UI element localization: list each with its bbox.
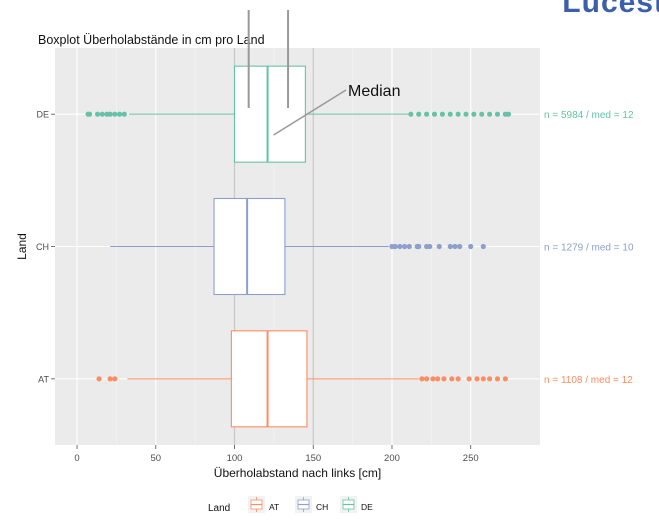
outlier-point-AT (466, 376, 472, 382)
outlier-point-DE (94, 111, 101, 117)
annotation-DE: n = 5984 / med = 12 (544, 110, 634, 121)
box-AT (230, 330, 308, 428)
box-CH (213, 197, 286, 296)
outlier-point-AT (455, 376, 461, 382)
legend-label-DE: DE (361, 502, 373, 512)
legend-label-CH: CH (316, 502, 328, 512)
outlier-point-DE (471, 111, 477, 117)
outlier-point-DE (494, 111, 501, 117)
outlier-point-DE (116, 111, 123, 117)
outlier-point-AT (424, 376, 430, 382)
outlier-point-DE (416, 111, 422, 117)
x-tick-label: 0 (74, 453, 79, 464)
outlier-point-DE (505, 111, 512, 117)
outlier-point-AT (449, 376, 455, 382)
outlier-point-DE (463, 111, 469, 117)
callout-label: Median (348, 83, 400, 100)
outlier-point-DE (424, 111, 430, 117)
outlier-point-AT (441, 376, 447, 382)
outlier-point-AT (419, 376, 425, 382)
outlier-point-AT (112, 376, 118, 382)
outlier-point-AT (480, 376, 486, 382)
x-tick-label: 150 (305, 453, 321, 464)
outlier-point-DE (408, 111, 414, 117)
outlier-point-DE (121, 111, 127, 117)
y-tick-label: CH (36, 242, 49, 252)
outlier-point-DE (487, 111, 493, 117)
legend-label-AT: AT (269, 502, 279, 512)
box-DE (233, 65, 306, 163)
outlier-point-AT (107, 376, 113, 382)
outlier-point-AT (474, 376, 480, 382)
outlier-point-DE (112, 111, 118, 117)
outlier-point-AT (494, 376, 501, 382)
outlier-point-AT (435, 376, 441, 382)
annotation-AT: n = 1108 / med = 12 (544, 375, 633, 386)
outlier-point-DE (107, 111, 113, 117)
brand-logo: Lucest (562, 0, 659, 19)
x-tick-label: 100 (227, 453, 243, 464)
callout-pointer (273, 89, 347, 136)
outlier-point-CH (480, 243, 486, 250)
x-tick-label: 250 (463, 453, 479, 464)
outlier-point-CH (436, 243, 442, 250)
outlier-point-AT (502, 376, 508, 382)
outlier-point-CH (406, 243, 412, 250)
x-tick-label: 50 (150, 453, 161, 464)
outlier-point-CH (401, 243, 408, 250)
legend-title: Land (208, 503, 230, 514)
y-tick-label: AT (38, 374, 49, 384)
outlier-point-DE (99, 111, 105, 117)
outlier-point-CH (447, 243, 453, 250)
outlier-point-AT (487, 376, 493, 382)
chart-title: Boxplot Überholabstände in cm pro Land (38, 33, 265, 47)
outlier-point-CH (397, 243, 403, 250)
outlier-point-DE (431, 111, 438, 117)
outlier-point-DE (455, 111, 461, 117)
x-tick-label: 200 (384, 453, 400, 464)
annotation-CH: n = 1279 / med = 10 (544, 243, 634, 254)
x-axis-title: Überholabstand nach links [cm] (214, 466, 381, 480)
outlier-point-AT (430, 376, 436, 382)
outlier-point-DE (447, 111, 453, 117)
outlier-point-CH (457, 243, 463, 250)
y-tick-label: DE (36, 110, 49, 120)
outlier-point-DE (87, 111, 93, 117)
y-axis-title: Land (15, 233, 29, 260)
outlier-point-DE (479, 111, 485, 117)
outlier-point-DE (439, 111, 445, 117)
outlier-point-AT (96, 376, 102, 382)
outlier-point-CH (452, 243, 458, 250)
outlier-point-CH (427, 243, 433, 250)
outlier-point-CH (392, 243, 398, 250)
outlier-point-CH (416, 243, 422, 250)
outlier-point-CH (468, 243, 474, 250)
